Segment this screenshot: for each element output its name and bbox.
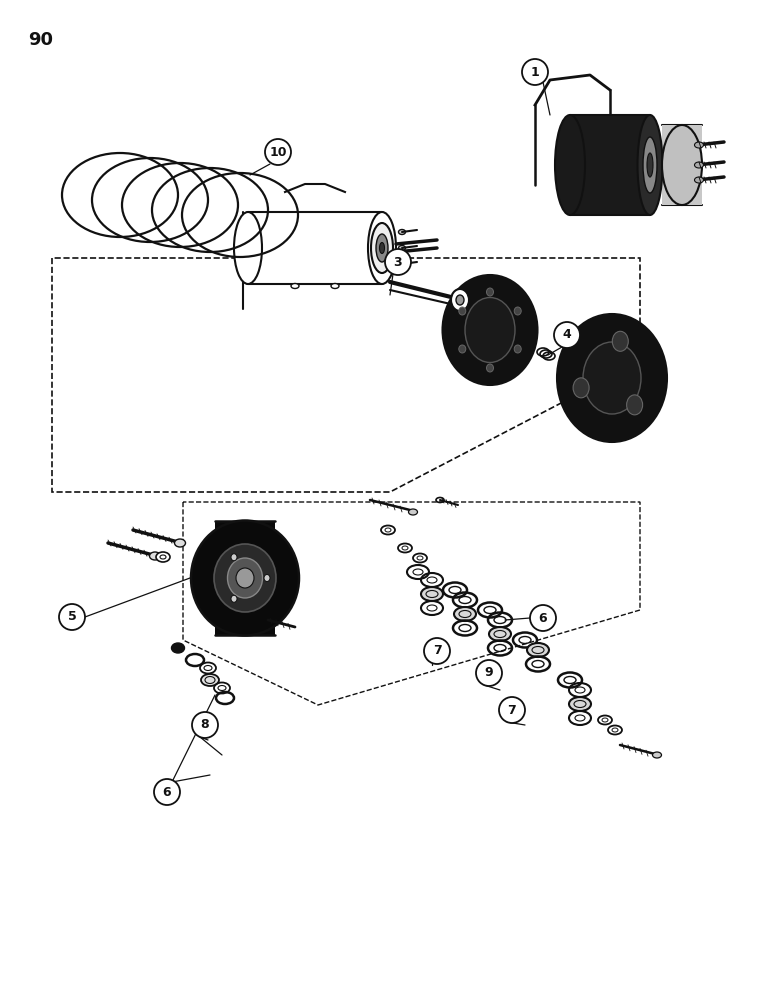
Ellipse shape	[150, 552, 161, 560]
Circle shape	[424, 638, 450, 664]
Circle shape	[59, 604, 85, 630]
Circle shape	[499, 697, 525, 723]
Bar	[570, 115, 650, 215]
Ellipse shape	[408, 509, 418, 515]
Circle shape	[265, 139, 291, 165]
Circle shape	[522, 59, 548, 85]
Ellipse shape	[557, 314, 667, 442]
Text: 3: 3	[394, 255, 402, 268]
Ellipse shape	[371, 223, 393, 273]
Ellipse shape	[214, 544, 276, 612]
Ellipse shape	[583, 342, 641, 414]
Ellipse shape	[454, 607, 476, 621]
Ellipse shape	[156, 552, 170, 562]
Circle shape	[192, 712, 218, 738]
Ellipse shape	[398, 230, 405, 234]
Text: 90: 90	[28, 31, 53, 49]
Ellipse shape	[514, 345, 521, 353]
Ellipse shape	[231, 554, 237, 561]
Ellipse shape	[662, 125, 702, 205]
Ellipse shape	[456, 295, 464, 305]
Ellipse shape	[236, 568, 254, 588]
Ellipse shape	[459, 345, 466, 353]
Text: 6: 6	[539, 611, 547, 624]
Ellipse shape	[695, 177, 703, 183]
Ellipse shape	[264, 574, 270, 582]
Ellipse shape	[228, 558, 262, 598]
Ellipse shape	[627, 395, 642, 415]
Ellipse shape	[398, 245, 405, 250]
Ellipse shape	[174, 539, 185, 547]
Ellipse shape	[331, 284, 339, 288]
Ellipse shape	[368, 212, 396, 284]
Ellipse shape	[486, 288, 493, 296]
Ellipse shape	[398, 261, 405, 266]
Text: 10: 10	[269, 145, 286, 158]
Circle shape	[530, 605, 556, 631]
Ellipse shape	[486, 364, 493, 372]
Ellipse shape	[451, 289, 469, 311]
Ellipse shape	[465, 298, 515, 362]
Ellipse shape	[647, 153, 653, 177]
Circle shape	[554, 322, 580, 348]
Circle shape	[154, 779, 180, 805]
Text: 9: 9	[485, 666, 493, 680]
Ellipse shape	[555, 115, 585, 215]
Circle shape	[476, 660, 502, 686]
Ellipse shape	[291, 284, 299, 288]
Ellipse shape	[514, 307, 521, 315]
Ellipse shape	[376, 234, 388, 262]
Text: 4: 4	[563, 328, 571, 342]
Bar	[662, 125, 702, 205]
Bar	[248, 212, 383, 284]
Ellipse shape	[380, 242, 384, 253]
Ellipse shape	[234, 212, 262, 284]
Circle shape	[385, 249, 411, 275]
Ellipse shape	[201, 674, 219, 686]
Ellipse shape	[638, 115, 662, 215]
Text: 7: 7	[432, 645, 442, 658]
Ellipse shape	[527, 643, 549, 657]
Ellipse shape	[612, 331, 628, 351]
Ellipse shape	[421, 587, 443, 601]
Ellipse shape	[231, 595, 237, 602]
Text: 5: 5	[68, 610, 76, 624]
Ellipse shape	[442, 275, 537, 385]
Ellipse shape	[191, 520, 299, 636]
Ellipse shape	[569, 697, 591, 711]
Text: 7: 7	[508, 704, 516, 716]
Text: 6: 6	[163, 786, 171, 798]
Ellipse shape	[459, 307, 466, 315]
Ellipse shape	[652, 752, 662, 758]
Ellipse shape	[573, 378, 589, 398]
Text: 1: 1	[530, 66, 540, 79]
Ellipse shape	[489, 627, 511, 641]
Text: 8: 8	[201, 718, 209, 732]
Ellipse shape	[643, 137, 657, 193]
Ellipse shape	[695, 162, 703, 168]
Ellipse shape	[171, 643, 185, 653]
Ellipse shape	[695, 142, 703, 148]
Bar	[215, 521, 275, 635]
